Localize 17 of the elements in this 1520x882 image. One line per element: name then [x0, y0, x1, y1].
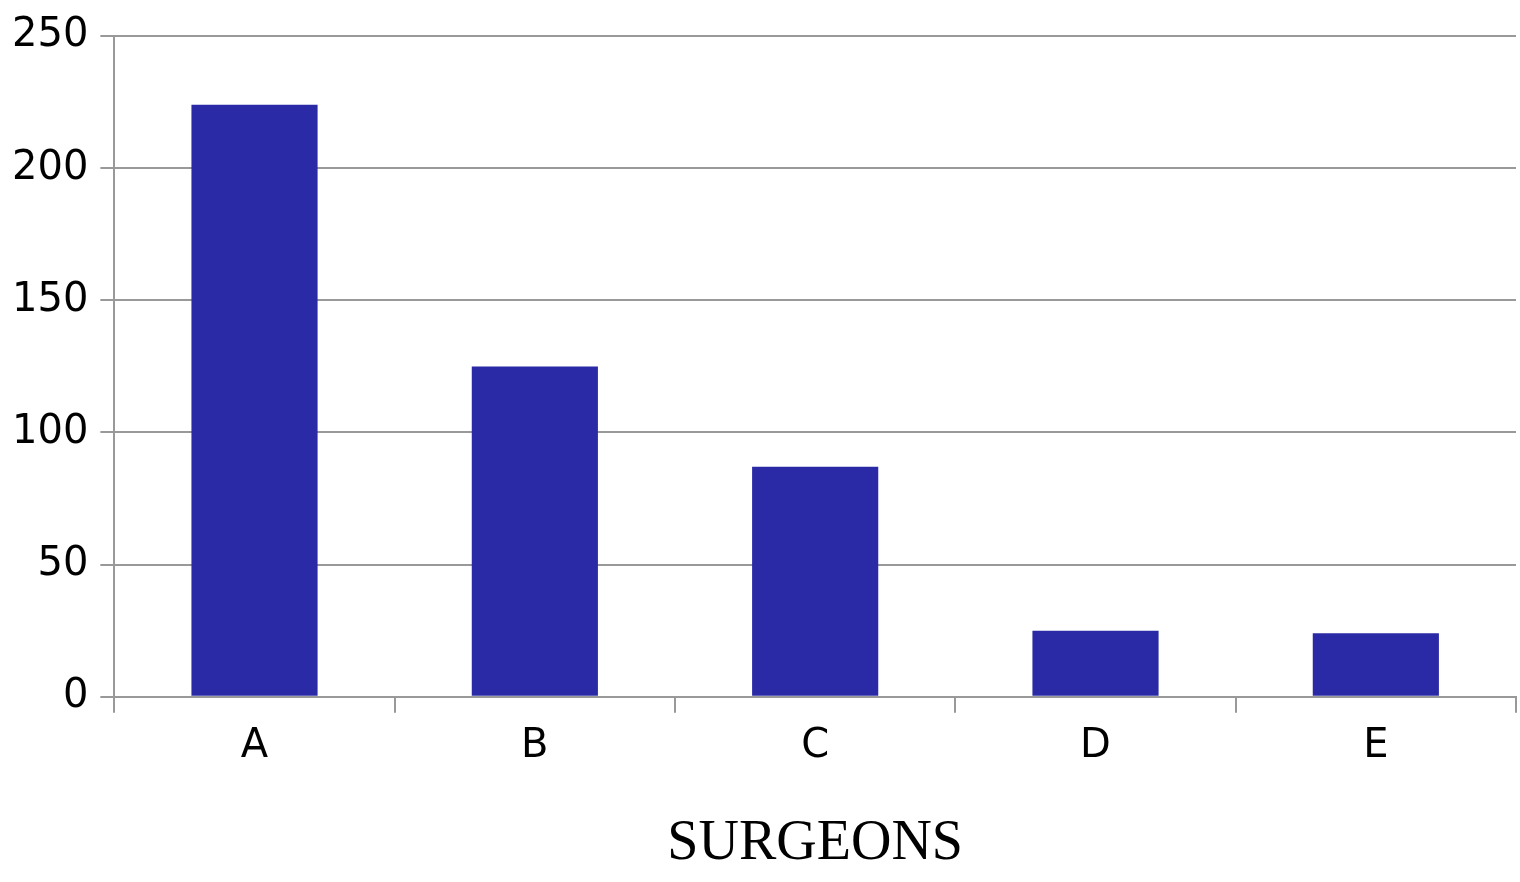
bar — [1312, 633, 1439, 696]
bar — [191, 104, 318, 696]
y-tick-label: 50 — [37, 538, 89, 585]
bar — [752, 466, 879, 696]
y-tick-label: 0 — [62, 670, 89, 717]
x-tick-label: E — [1363, 720, 1389, 767]
bar — [1032, 630, 1159, 696]
x-tick-label: D — [1080, 720, 1111, 767]
y-tick-label: 100 — [11, 405, 89, 452]
x-tick-label: B — [521, 720, 549, 767]
y-tick-label: 200 — [11, 141, 89, 188]
bar — [471, 366, 598, 696]
y-tick-label: 250 — [11, 9, 89, 56]
x-axis-title: SURGEONS — [667, 809, 963, 872]
x-tick-label: A — [240, 720, 269, 767]
x-tick-label: C — [801, 720, 830, 767]
y-tick-label: 150 — [11, 273, 89, 320]
